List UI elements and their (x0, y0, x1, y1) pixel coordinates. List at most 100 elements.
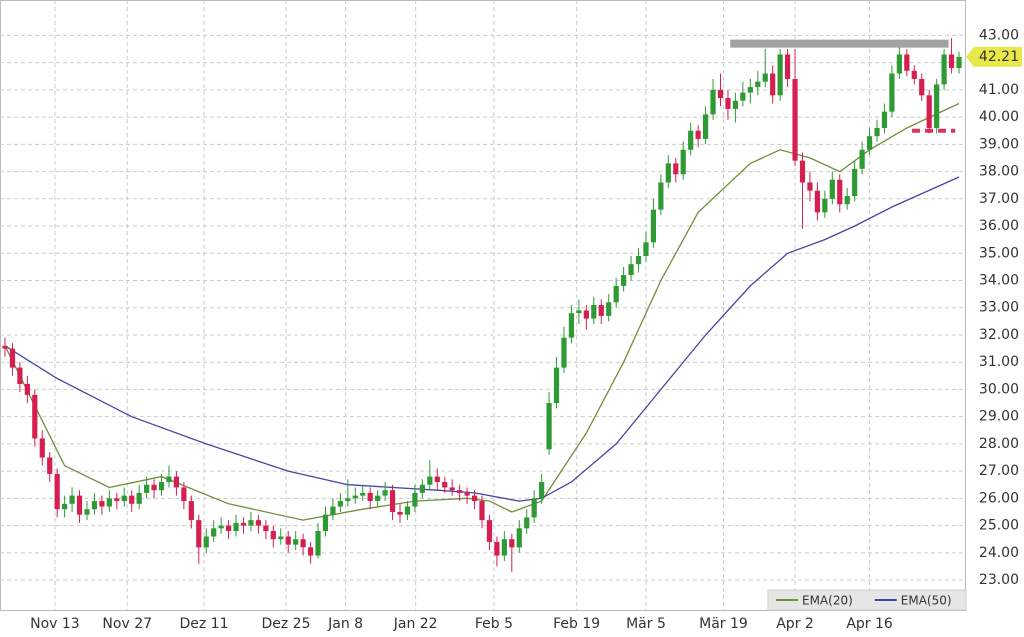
y-tick-label: 30.00 (979, 381, 1019, 397)
candle-body (404, 506, 411, 515)
candle-body (919, 78, 925, 96)
candle-body (121, 495, 127, 502)
x-tick-label: Nov 13 (30, 616, 80, 632)
candle-body (144, 484, 150, 493)
candle-body (300, 539, 306, 548)
legend-box (767, 589, 967, 611)
candle-body (54, 473, 60, 510)
candle-body (360, 492, 366, 496)
candle-body (464, 492, 470, 496)
candle-body (546, 403, 552, 450)
candle-body (725, 98, 731, 109)
candle-body (606, 302, 612, 316)
y-tick-label: 31.00 (979, 354, 1019, 370)
candle-body (911, 70, 917, 79)
candle-body (673, 163, 679, 175)
candle-body (717, 89, 724, 99)
candle-body (91, 501, 98, 510)
candle-body (255, 520, 262, 526)
candle-body (852, 168, 858, 197)
candle-body (531, 498, 537, 518)
x-tick-label: Feb 19 (553, 616, 600, 632)
y-tick-label: 32.00 (979, 327, 1019, 343)
price-tag (966, 46, 1022, 67)
candle-body (240, 522, 247, 526)
candle-body (129, 495, 135, 504)
candle-body (9, 348, 16, 368)
y-tick-label: 27.00 (979, 463, 1019, 479)
candle-body (516, 528, 522, 548)
candle-body (196, 520, 202, 548)
candle-body (829, 179, 835, 199)
y-tick-label: 26.00 (979, 490, 1019, 506)
candle-body (293, 539, 299, 545)
candle-body (76, 495, 83, 515)
candle-body (710, 89, 716, 115)
candle-body (814, 190, 820, 213)
candle-body (583, 310, 589, 319)
candle-body (322, 514, 329, 532)
candle-body (158, 482, 165, 491)
candle-body (881, 111, 888, 128)
candle-body (665, 163, 671, 183)
candle-body (874, 127, 880, 137)
candle-body (263, 525, 269, 532)
y-tick-label: 23.00 (979, 572, 1019, 588)
candle-body (479, 501, 485, 521)
candle-body (702, 114, 709, 139)
candle-body (99, 501, 105, 507)
candle-body (941, 54, 947, 85)
x-tick-label: Dez 11 (179, 616, 228, 632)
candle-body (658, 182, 664, 210)
candle-body (650, 209, 657, 243)
candle-body (553, 367, 560, 404)
candle-body (896, 54, 902, 74)
candle-body (643, 242, 649, 256)
candle-body (680, 149, 686, 175)
candle-body (762, 73, 768, 82)
candle-body (576, 310, 582, 314)
legend-label: EMA(50) (901, 594, 952, 608)
candle-body (17, 367, 23, 384)
candle-body (397, 511, 403, 515)
x-tick-label: Nov 27 (102, 616, 152, 632)
candle-body (449, 487, 455, 491)
candle-body (621, 275, 627, 286)
candle-body (889, 73, 895, 112)
y-tick-label: 34.00 (979, 272, 1019, 288)
x-tick-label: Mär 19 (699, 616, 748, 632)
x-tick-label: Jan 8 (327, 616, 363, 632)
y-tick-label: 39.00 (979, 136, 1019, 152)
legend: EMA(20) EMA(50) (767, 589, 967, 611)
candle-body (904, 54, 910, 71)
candle-body (822, 198, 828, 213)
candle-body (688, 130, 694, 150)
y-tick-label: 25.00 (979, 518, 1019, 534)
candle-body (859, 149, 865, 169)
candle-body (792, 78, 798, 161)
candle-body (837, 179, 843, 205)
candle-body (367, 492, 373, 502)
candle-body (799, 160, 806, 183)
candle-body (442, 482, 448, 488)
candle-body (278, 536, 284, 540)
candle-body (695, 130, 701, 139)
y-tick-label: 37.00 (979, 191, 1019, 207)
candle-body (188, 501, 194, 521)
candle-body (568, 313, 575, 338)
y-tick-label: 43.00 (979, 27, 1019, 43)
candle-body (844, 196, 850, 205)
y-tick-label: 35.00 (979, 245, 1019, 261)
candle-body (225, 525, 232, 532)
y-tick-label: 38.00 (979, 164, 1019, 180)
candle-body (613, 285, 619, 303)
candle-body (539, 482, 545, 499)
candle-body (457, 490, 463, 493)
candle-body (345, 498, 351, 502)
candle-body (24, 383, 30, 395)
candle-body (32, 394, 38, 439)
candle-body (747, 87, 753, 93)
y-tick-label: 28.00 (979, 436, 1019, 452)
candle-body (47, 457, 53, 474)
candle-body (136, 492, 142, 504)
